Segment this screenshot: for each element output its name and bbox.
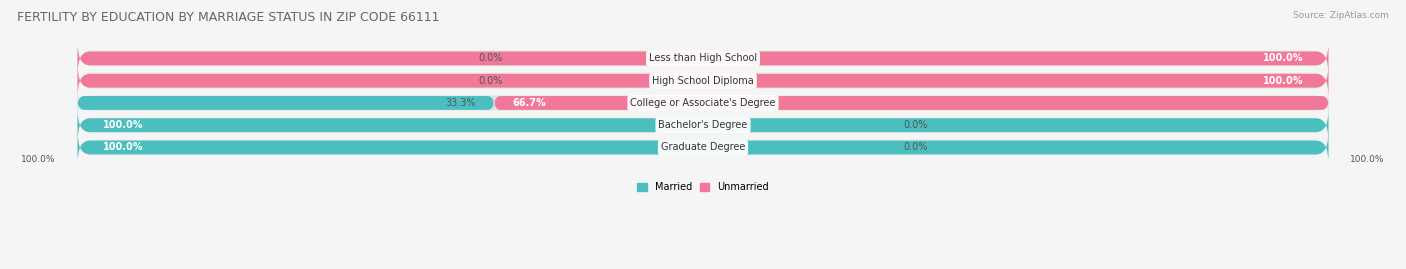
Text: 100.0%: 100.0% [103, 120, 143, 130]
Text: 100.0%: 100.0% [1263, 76, 1303, 86]
Text: 100.0%: 100.0% [1263, 54, 1303, 63]
Text: 0.0%: 0.0% [478, 54, 503, 63]
FancyBboxPatch shape [77, 96, 494, 110]
FancyBboxPatch shape [494, 96, 1329, 110]
Text: 100.0%: 100.0% [103, 143, 143, 153]
FancyBboxPatch shape [77, 110, 1329, 141]
FancyBboxPatch shape [77, 62, 1329, 99]
Legend: Married, Unmarried: Married, Unmarried [633, 178, 773, 196]
Text: Bachelor's Degree: Bachelor's Degree [658, 120, 748, 130]
Text: 100.0%: 100.0% [21, 155, 56, 164]
FancyBboxPatch shape [77, 40, 1329, 77]
Text: Less than High School: Less than High School [650, 54, 756, 63]
Text: High School Diploma: High School Diploma [652, 76, 754, 86]
Text: Graduate Degree: Graduate Degree [661, 143, 745, 153]
FancyBboxPatch shape [77, 88, 1329, 118]
Text: 33.3%: 33.3% [444, 98, 475, 108]
Text: 66.7%: 66.7% [513, 98, 547, 108]
FancyBboxPatch shape [77, 43, 1329, 74]
FancyBboxPatch shape [77, 110, 1329, 141]
FancyBboxPatch shape [77, 43, 1329, 74]
FancyBboxPatch shape [77, 65, 1329, 96]
Text: 0.0%: 0.0% [903, 120, 928, 130]
FancyBboxPatch shape [77, 132, 1329, 163]
Text: College or Associate's Degree: College or Associate's Degree [630, 98, 776, 108]
Text: 100.0%: 100.0% [1350, 155, 1385, 164]
FancyBboxPatch shape [77, 65, 1329, 96]
Text: 0.0%: 0.0% [478, 76, 503, 86]
FancyBboxPatch shape [77, 132, 1329, 163]
FancyBboxPatch shape [77, 84, 1329, 122]
FancyBboxPatch shape [77, 107, 1329, 144]
FancyBboxPatch shape [77, 129, 1329, 166]
Text: Source: ZipAtlas.com: Source: ZipAtlas.com [1294, 11, 1389, 20]
Text: FERTILITY BY EDUCATION BY MARRIAGE STATUS IN ZIP CODE 66111: FERTILITY BY EDUCATION BY MARRIAGE STATU… [17, 11, 439, 24]
Text: 0.0%: 0.0% [903, 143, 928, 153]
